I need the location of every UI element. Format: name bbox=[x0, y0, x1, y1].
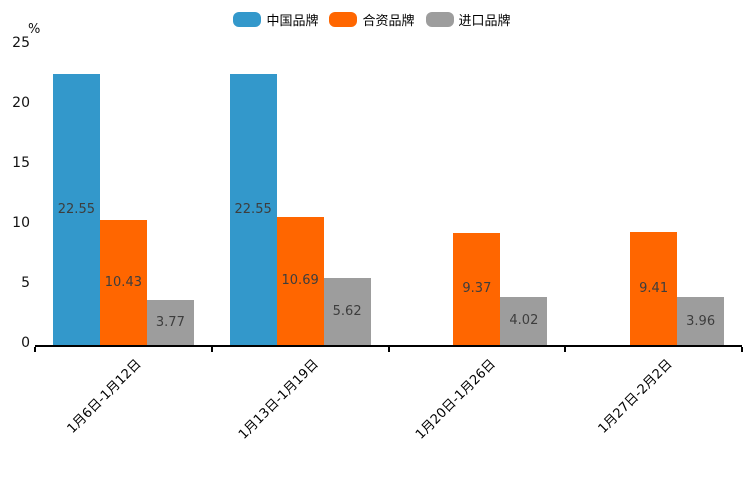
legend-item-joint-venture-brands[interactable]: 合资品牌 bbox=[329, 10, 415, 29]
x-axis-category-label: 1月6日-1月12日 bbox=[64, 356, 145, 437]
y-axis-tick-label: 10 bbox=[12, 215, 30, 231]
bar-中国品牌-1月13日-1月19日[interactable]: 22.55 bbox=[229, 74, 277, 345]
bar-合资品牌-1月6日-1月12日[interactable]: 10.43 bbox=[99, 219, 147, 345]
legend: 中国品牌 合资品牌 进口品牌 bbox=[0, 10, 744, 29]
legend-swatch-imported-brands bbox=[425, 12, 454, 27]
bar-value-label: 4.02 bbox=[509, 313, 539, 329]
x-axis-tick bbox=[564, 347, 567, 352]
bar-进口品牌-1月13日-1月19日[interactable]: 5.62 bbox=[323, 277, 371, 345]
bar-value-label: 22.55 bbox=[57, 202, 95, 218]
legend-label: 合资品牌 bbox=[362, 14, 415, 29]
bar-value-label: 10.69 bbox=[281, 273, 319, 289]
bar-value-label: 3.77 bbox=[155, 314, 185, 330]
bar-进口品牌-1月27日-2月2日[interactable]: 3.96 bbox=[677, 297, 725, 345]
legend-label: 进口品牌 bbox=[458, 14, 511, 29]
x-axis-tick bbox=[741, 347, 743, 352]
x-axis-category-label: 1月13日-1月19日 bbox=[235, 356, 322, 443]
y-axis-tick-label: 15 bbox=[12, 155, 30, 171]
y-axis-unit-label: % bbox=[28, 22, 41, 37]
x-axis-category-label: 1月20日-1月26日 bbox=[412, 356, 499, 443]
y-axis-tick-label: 20 bbox=[12, 95, 30, 111]
bar-value-label: 10.43 bbox=[104, 274, 142, 290]
bar-中国品牌-1月6日-1月12日[interactable]: 22.55 bbox=[52, 74, 100, 345]
legend-swatch-china-brands bbox=[233, 12, 262, 27]
bar-进口品牌-1月6日-1月12日[interactable]: 3.77 bbox=[146, 299, 194, 345]
bar-进口品牌-1月20日-1月26日[interactable]: 4.02 bbox=[500, 296, 548, 345]
y-axis-tick-label: 5 bbox=[21, 275, 30, 291]
bar-合资品牌-1月20日-1月26日[interactable]: 9.37 bbox=[453, 232, 501, 345]
legend-swatch-joint-venture-brands bbox=[329, 12, 358, 27]
bar-value-label: 9.41 bbox=[639, 281, 669, 297]
x-axis-tick bbox=[210, 347, 213, 352]
x-axis-tick bbox=[34, 347, 36, 352]
legend-item-imported-brands[interactable]: 进口品牌 bbox=[425, 10, 511, 29]
bar-合资品牌-1月27日-2月2日[interactable]: 9.41 bbox=[630, 232, 678, 345]
bar-value-label: 5.62 bbox=[332, 303, 362, 319]
bar-合资品牌-1月13日-1月19日[interactable]: 10.69 bbox=[276, 216, 324, 345]
y-axis-tick-label: 0 bbox=[21, 335, 30, 351]
legend-item-china-brands[interactable]: 中国品牌 bbox=[233, 10, 318, 29]
bar-value-label: 3.96 bbox=[686, 313, 716, 329]
x-axis-category-label: 1月27日-2月2日 bbox=[595, 356, 676, 437]
bar-value-label: 22.55 bbox=[234, 202, 272, 218]
y-axis-tick-label: 25 bbox=[12, 35, 30, 51]
bar-value-label: 9.37 bbox=[462, 281, 492, 297]
legend-label: 中国品牌 bbox=[266, 14, 319, 29]
x-axis-line bbox=[35, 345, 742, 347]
x-axis-tick bbox=[387, 347, 390, 352]
